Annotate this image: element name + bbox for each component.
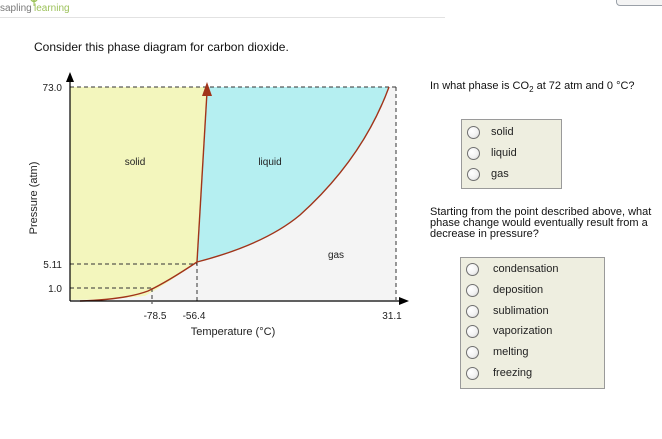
radio-button[interactable] xyxy=(466,366,479,380)
question-2: Starting from the point described above,… xyxy=(430,206,652,240)
x-axis-label: Temperature (°C) xyxy=(191,326,275,338)
radio-button[interactable] xyxy=(467,146,480,160)
x-tick-78-5: -78.5 xyxy=(144,311,167,322)
option-freezing[interactable]: freezing xyxy=(466,364,532,382)
option-melting[interactable]: melting xyxy=(466,343,528,361)
y-tick-73: 73.0 xyxy=(43,83,63,94)
option-solid[interactable]: solid xyxy=(467,123,514,141)
region-label-liquid: liquid xyxy=(258,157,281,168)
top-bar: sapling learning xyxy=(0,0,445,18)
y-axis-arrowhead xyxy=(66,72,74,82)
option-label: melting xyxy=(493,346,529,358)
y-axis-label: Pressure (atm) xyxy=(28,162,40,235)
x-tick-31-1: 31.1 xyxy=(382,311,402,322)
option-label: condensation xyxy=(493,263,559,275)
sublimation-curve xyxy=(79,261,198,302)
region-label-gas: gas xyxy=(328,250,344,261)
corner-button[interactable] xyxy=(616,0,662,6)
radio-button[interactable] xyxy=(467,125,480,139)
question-1-text-suffix: at 72 atm and 0 °C? xyxy=(533,80,635,92)
option-condensation[interactable]: condensation xyxy=(466,260,558,278)
logo-text-sapling: sapling xyxy=(0,3,32,14)
question-1-text-prefix: In what phase is CO xyxy=(430,80,530,92)
option-sublimation[interactable]: sublimation xyxy=(466,302,549,320)
radio-button[interactable] xyxy=(466,283,479,297)
option-label: deposition xyxy=(493,284,544,296)
option-label: freezing xyxy=(493,367,533,379)
option-vaporization[interactable]: vaporization xyxy=(466,322,552,340)
radio-button[interactable] xyxy=(466,345,479,359)
question-2-options: condensation deposition sublimation vapo… xyxy=(460,257,605,389)
option-label: vaporization xyxy=(493,325,553,337)
leaf-icon xyxy=(30,0,38,6)
question-prompt: Consider this phase diagram for carbon d… xyxy=(34,40,289,54)
radio-button[interactable] xyxy=(466,304,479,318)
x-tick-56-4: -56.4 xyxy=(183,311,206,322)
option-label: gas xyxy=(491,168,509,180)
option-label: solid xyxy=(491,126,514,138)
y-tick-1: 1.0 xyxy=(48,284,62,295)
option-gas[interactable]: gas xyxy=(467,165,509,183)
logo-text-learning: learning xyxy=(34,3,70,14)
option-liquid[interactable]: liquid xyxy=(467,144,517,162)
vaporization-curve xyxy=(196,86,390,263)
region-label-solid: solid xyxy=(125,157,146,168)
radio-button[interactable] xyxy=(467,167,480,181)
question-1: In what phase is CO2 at 72 atm and 0 °C? xyxy=(430,80,640,96)
option-label: sublimation xyxy=(493,305,549,317)
liquid-region xyxy=(197,87,389,262)
melting-curve-arrowhead xyxy=(202,82,212,96)
option-label: liquid xyxy=(491,147,517,159)
radio-button[interactable] xyxy=(466,324,479,338)
gas-region xyxy=(70,87,396,300)
question-1-subscript: 2 xyxy=(529,85,534,95)
guide-lines xyxy=(70,86,397,304)
question-1-options: solid liquid gas xyxy=(461,119,562,189)
solid-region xyxy=(70,87,207,300)
radio-button[interactable] xyxy=(466,262,479,276)
y-tick-5-11: 5.11 xyxy=(43,260,62,271)
x-axis-arrowhead xyxy=(399,297,409,305)
melting-curve xyxy=(196,91,208,263)
option-deposition[interactable]: deposition xyxy=(466,281,543,299)
